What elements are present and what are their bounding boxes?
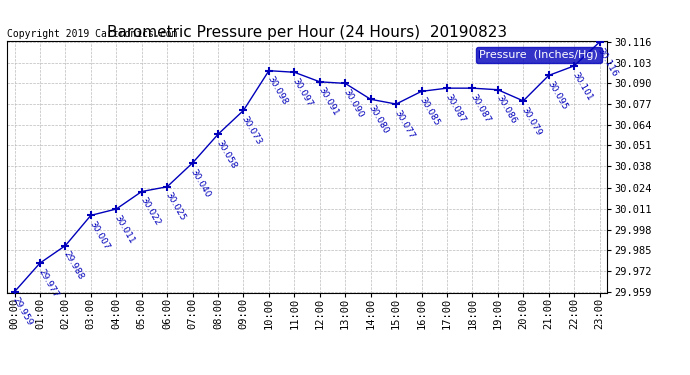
Text: 30.098: 30.098 <box>265 75 289 107</box>
Text: 29.988: 29.988 <box>62 250 86 282</box>
Text: 30.097: 30.097 <box>290 76 315 108</box>
Text: 30.086: 30.086 <box>494 94 518 126</box>
Text: 30.079: 30.079 <box>520 105 543 137</box>
Text: 30.080: 30.080 <box>367 104 391 135</box>
Text: 30.025: 30.025 <box>164 191 187 223</box>
Legend: Pressure  (Inches/Hg): Pressure (Inches/Hg) <box>476 47 602 63</box>
Text: 30.007: 30.007 <box>87 219 111 251</box>
Text: 30.022: 30.022 <box>138 196 161 227</box>
Text: 30.058: 30.058 <box>215 138 238 170</box>
Text: 30.087: 30.087 <box>443 92 467 124</box>
Text: 30.073: 30.073 <box>240 115 264 147</box>
Text: 29.959: 29.959 <box>11 296 34 328</box>
Text: 30.091: 30.091 <box>316 86 339 118</box>
Text: 30.101: 30.101 <box>571 70 594 102</box>
Title: Barometric Pressure per Hour (24 Hours)  20190823: Barometric Pressure per Hour (24 Hours) … <box>107 25 507 40</box>
Text: 30.040: 30.040 <box>189 167 213 199</box>
Text: Copyright 2019 Cartronics.com: Copyright 2019 Cartronics.com <box>7 29 177 39</box>
Text: 30.011: 30.011 <box>112 213 136 245</box>
Text: 30.090: 30.090 <box>342 87 365 120</box>
Text: 30.085: 30.085 <box>418 96 442 128</box>
Text: 30.116: 30.116 <box>596 46 620 78</box>
Text: 30.087: 30.087 <box>469 92 493 124</box>
Text: 29.977: 29.977 <box>37 267 60 299</box>
Text: 30.077: 30.077 <box>393 108 416 140</box>
Text: 30.095: 30.095 <box>545 80 569 111</box>
